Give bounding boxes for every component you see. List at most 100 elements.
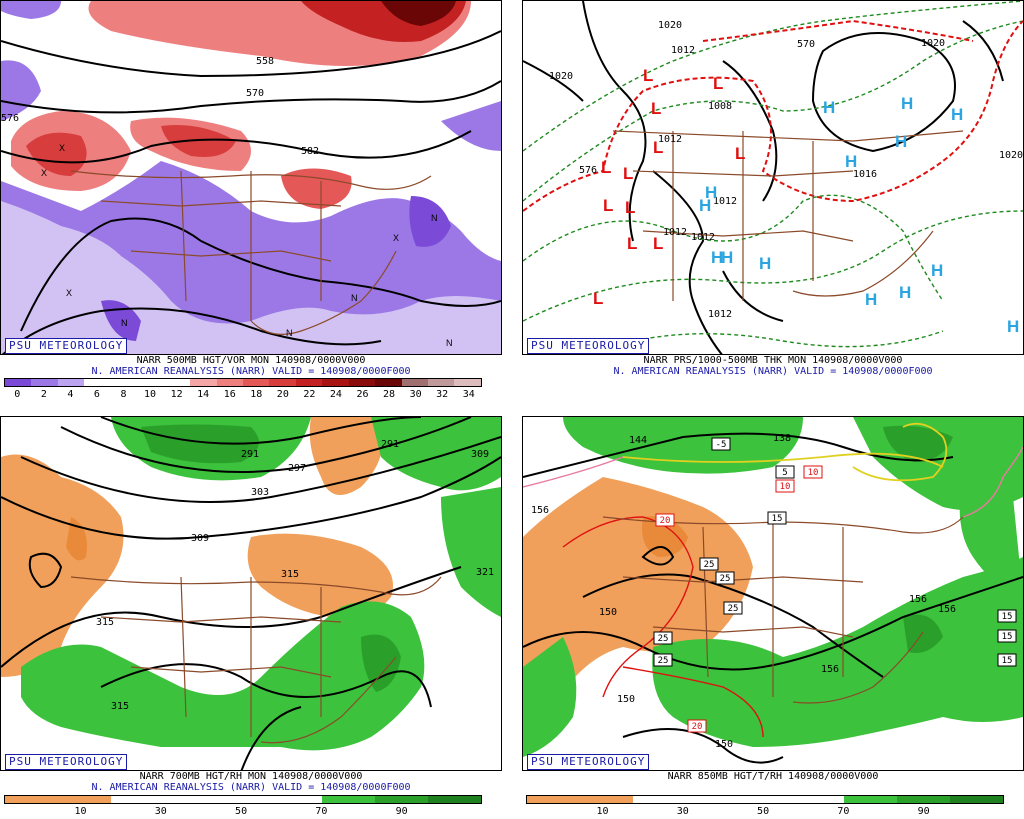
pressure-field: 1020 1012 1020 1008 1012 1012 1012 1012 … (523, 1, 1023, 354)
caption-valid: N. AMERICAN REANALYSIS (NARR) VALID = 14… (91, 366, 411, 377)
low-marker: L (713, 74, 723, 93)
low-marker: L (603, 196, 613, 215)
temperature-label: 15 (1002, 632, 1013, 642)
contour-labels: 144 138 156 150 150 150 156 156 156 (531, 433, 956, 750)
high-marker: H (895, 132, 907, 151)
legend-ticks: 10 30 50 70 90 (4, 806, 482, 818)
contour-labels: 558 570 582 576 (1, 56, 319, 157)
caption-product: NARR 700MB HGT/RH MON 140908/0000V000 (139, 771, 363, 782)
temperature-box (803, 465, 823, 479)
legend-tick-label: 70 (837, 806, 850, 817)
thickness-label: 570 (797, 39, 815, 50)
high-marker: H (899, 283, 911, 302)
legend-tick-label: 18 (250, 389, 263, 400)
rh-field: 291 297 303 291 309 309 315 315 321 315 (1, 417, 501, 770)
isobar-label: 1020 (921, 38, 945, 49)
legend-swatch (428, 796, 482, 803)
temperature-box (775, 465, 795, 479)
high-marker: H (1007, 317, 1019, 336)
legend-swatch (57, 796, 111, 803)
contour-label: 150 (617, 694, 635, 705)
legend-tick-label: 28 (383, 389, 396, 400)
high-marker: H (951, 105, 963, 124)
map-700mb-rh: 291 297 303 291 309 309 315 315 321 315 … (0, 416, 502, 771)
min-marker: N (431, 213, 438, 223)
panel-700mb-rh: 291 297 303 291 309 309 315 315 321 315 … (0, 416, 502, 819)
isobar-label: 1008 (708, 101, 732, 112)
legend-tick-label: 90 (917, 806, 930, 817)
high-marker: H (845, 152, 857, 171)
legend-swatch (897, 796, 951, 803)
legend-swatch (137, 379, 164, 386)
legend-swatch (216, 379, 243, 386)
low-marker: L (593, 289, 603, 308)
psu-meteorology-badge: PSU METEOROLOGY (5, 754, 128, 770)
legend-tick-label: 8 (120, 389, 127, 400)
temperature-box (997, 653, 1017, 667)
temperature-box (767, 511, 787, 525)
legend-tick-label: 70 (315, 806, 328, 817)
legend-tick-label: 24 (329, 389, 342, 400)
color-legend (4, 378, 482, 387)
isobar-label: 1012 (713, 196, 737, 207)
temperature-label: 25 (728, 604, 739, 614)
legend-swatch (428, 379, 455, 386)
legend-swatch (375, 796, 429, 803)
low-centers: L L L L L L L L L L L L (593, 66, 745, 308)
legend-swatch (190, 379, 217, 386)
temperature-label: 25 (704, 560, 715, 570)
temperature-box (997, 629, 1017, 643)
temperature-label: -5 (716, 440, 727, 450)
temperature-label: 25 (658, 634, 669, 644)
high-marker: H (705, 183, 717, 202)
panel-500mb-vorticity: 558 570 582 576 X X N N N N X N X PSU ME… (0, 0, 502, 403)
contour-label: 303 (251, 487, 269, 498)
legend-swatch (738, 796, 792, 803)
low-marker: L (627, 234, 637, 253)
legend-swatch (31, 379, 58, 386)
isobar-label: 1012 (708, 309, 732, 320)
legend-tick-label: 50 (757, 806, 770, 817)
contour-label: 309 (191, 533, 209, 544)
temperature-box (723, 601, 743, 615)
low-marker: L (623, 164, 633, 183)
contour-label: 291 (381, 439, 399, 450)
legend-tick-label: 32 (436, 389, 449, 400)
legend-ticks: 0 2 4 6 8 10 12 14 16 18 20 22 24 26 28 30 32 34 (4, 389, 482, 401)
low-marker: L (643, 66, 653, 85)
legend-swatch (295, 379, 323, 386)
legend-tick-label: 22 (303, 389, 316, 400)
min-marker: N (121, 318, 128, 328)
legend-tick-label: 26 (356, 389, 369, 400)
temperature-box (775, 479, 795, 493)
temperature-label: 20 (660, 516, 671, 526)
temperature-label: 15 (772, 514, 783, 524)
contour-label: 321 (476, 567, 494, 578)
high-marker: H (931, 261, 943, 280)
color-legend (4, 795, 482, 804)
contour-label: 576 (1, 113, 19, 124)
max-marker: X (393, 233, 399, 243)
isobar-label: 1012 (691, 232, 715, 243)
panel-850mb-temp-rh: 144 138 156 150 150 150 156 156 156 -5 5 1… (522, 416, 1024, 819)
high-marker: H (865, 290, 877, 309)
high-marker: H (759, 254, 771, 273)
contour-label: 315 (96, 617, 114, 628)
legend-swatch (5, 379, 32, 386)
legend-swatch (401, 379, 428, 386)
legend-swatch (269, 796, 323, 803)
high-marker: H (823, 98, 835, 117)
low-marker: L (653, 234, 663, 253)
map-pressure-thickness: 1020 1012 1020 1008 1012 1012 1012 1012 … (522, 0, 1024, 355)
legend-swatch (685, 796, 739, 803)
contour-label: 144 (629, 435, 647, 446)
contour-label: 309 (471, 449, 489, 460)
contour-label: 150 (715, 739, 733, 750)
legend-swatch (527, 796, 580, 803)
temperature-box (711, 437, 731, 451)
legend-swatch (844, 796, 898, 803)
legend-swatch (216, 796, 270, 803)
contour-label: 156 (909, 594, 927, 605)
low-marker: L (653, 138, 663, 157)
contour-label: 315 (281, 569, 299, 580)
